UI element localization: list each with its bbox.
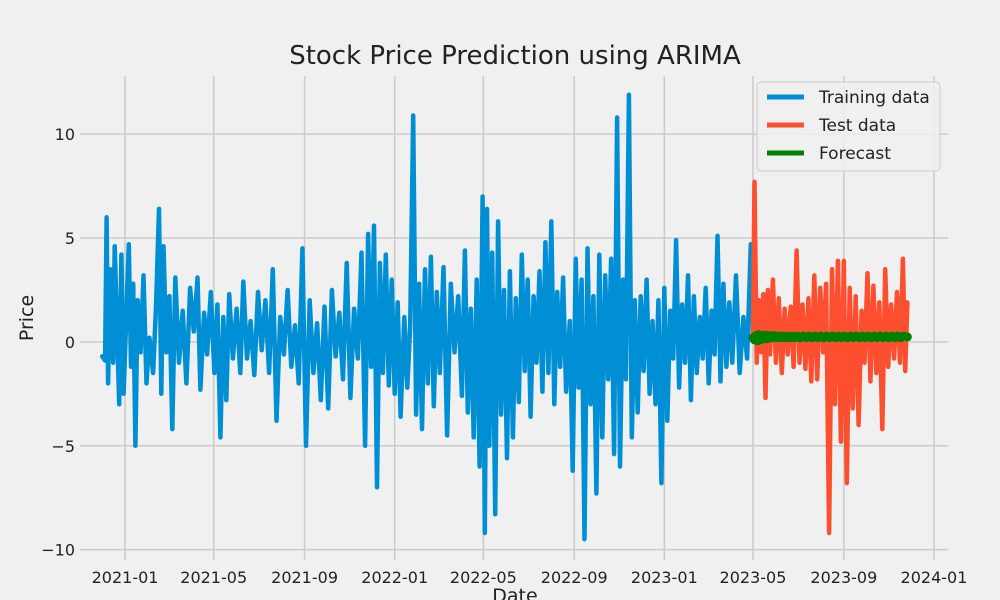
y-axis-ticks: −10 −5 0 5 10 xyxy=(41,125,75,559)
x-tick-label: 2022-09 xyxy=(541,568,608,587)
y-tick-label: 0 xyxy=(65,333,75,352)
x-tick-label: 2021-09 xyxy=(271,568,338,587)
legend-label: Training data xyxy=(818,88,930,108)
forecast-point xyxy=(902,332,912,342)
legend: Training data Test data Forecast xyxy=(756,81,941,172)
chart-title: Stock Price Prediction using ARIMA xyxy=(289,41,741,71)
legend-box xyxy=(756,81,941,172)
x-tick-label: 2023-05 xyxy=(720,568,787,587)
x-tick-label: 2023-01 xyxy=(631,568,698,587)
y-tick-label: −10 xyxy=(41,541,75,560)
y-tick-label: 10 xyxy=(55,125,75,144)
y-axis-label: Price xyxy=(16,295,38,341)
legend-label: Forecast xyxy=(819,144,891,164)
y-tick-label: 5 xyxy=(65,229,75,248)
x-axis-label: Date xyxy=(492,585,537,600)
x-tick-label: 2021-01 xyxy=(92,568,159,587)
x-tick-label: 2022-05 xyxy=(450,568,517,587)
training-data-line xyxy=(99,92,756,542)
x-tick-label: 2023-09 xyxy=(810,568,877,587)
x-tick-label: 2024-01 xyxy=(901,568,968,587)
x-tick-label: 2022-01 xyxy=(361,568,428,587)
series-layer xyxy=(99,92,912,542)
legend-label: Test data xyxy=(818,116,896,136)
test-data-line xyxy=(750,179,910,536)
x-tick-label: 2021-05 xyxy=(180,568,247,587)
x-axis-ticks: 2021-01 2021-05 2021-09 2022-01 2022-05 2022-… xyxy=(92,568,968,587)
y-tick-label: −5 xyxy=(51,437,75,456)
